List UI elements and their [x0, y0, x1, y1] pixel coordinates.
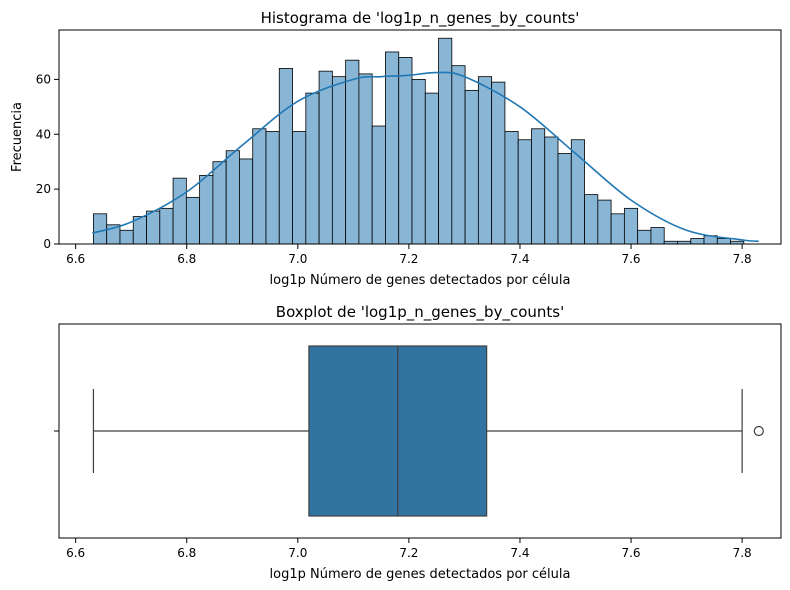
histogram-y-tick-label: 60	[36, 72, 51, 86]
histogram-bar	[199, 175, 214, 245]
histogram-y-tick-label: 20	[36, 182, 51, 196]
histogram-bar	[637, 229, 652, 245]
boxplot-x-tick-label: 7.4	[510, 546, 529, 560]
histogram-bar	[623, 207, 639, 245]
histogram-bar	[398, 57, 413, 245]
boxplot-x-ticks: 6.6 6.8 7.0 7.2 7.4 7.6 7.8	[66, 538, 752, 560]
histogram-bar	[438, 37, 453, 245]
boxplot-title: Boxplot de 'log1p_n_genes_by_counts'	[276, 303, 564, 322]
histogram-bar	[557, 153, 572, 245]
histogram-bar	[146, 210, 161, 245]
boxplot-chart: Boxplot de 'log1p_n_genes_by_counts' 6.6…	[54, 303, 782, 582]
histogram-x-tick-label: 6.8	[177, 252, 196, 266]
histogram-x-tick-label: 7.4	[510, 252, 529, 266]
histogram-bar	[265, 131, 280, 245]
boxplot-x-axis-label: log1p Número de genes detectados por cél…	[270, 567, 571, 582]
histogram-bar	[504, 131, 519, 245]
histogram-bar	[159, 207, 174, 245]
histogram-bar	[610, 213, 625, 245]
histogram-bar	[292, 131, 307, 245]
histogram-bar	[716, 238, 731, 245]
boxplot-elements	[92, 345, 764, 517]
histogram-bar	[371, 125, 386, 245]
histogram-bar	[531, 128, 546, 245]
histogram-x-tick-label: 7.8	[733, 252, 752, 266]
histogram-bar	[385, 51, 400, 245]
histogram-x-tick-label: 6.6	[66, 252, 85, 266]
histogram-chart: Histograma de 'log1p_n_genes_by_counts' …	[10, 9, 782, 288]
boxplot-x-tick-label: 6.6	[66, 546, 85, 560]
boxplot-x-tick-label: 7.8	[733, 546, 752, 560]
histogram-x-tick-label: 7.0	[288, 252, 307, 266]
histogram-bar	[225, 150, 240, 245]
histogram-y-axis-label: Frecuencia	[10, 102, 25, 172]
histogram-bar	[212, 161, 227, 245]
histogram-y-tick-label: 40	[36, 127, 51, 141]
histogram-bar	[584, 194, 599, 245]
histogram-bar	[119, 229, 134, 245]
histogram-x-tick-label: 7.6	[621, 252, 640, 266]
histogram-bar	[544, 136, 559, 245]
histogram-bar	[491, 81, 506, 245]
histogram-bar	[358, 73, 373, 245]
histogram-bar	[477, 76, 493, 245]
histogram-bar	[451, 65, 466, 245]
histogram-y-ticks: 0 20 40 60	[36, 72, 59, 251]
histogram-bar	[239, 158, 254, 245]
histogram-kde-line	[92, 71, 759, 243]
histogram-bar	[424, 92, 439, 245]
histogram-bar	[331, 76, 347, 245]
histogram-bar	[597, 199, 612, 245]
histogram-bar	[278, 68, 293, 245]
histogram-bar	[650, 227, 665, 245]
histogram-bar	[185, 196, 201, 245]
histogram-bar	[411, 78, 426, 245]
boxplot-x-tick-label: 7.0	[288, 546, 307, 560]
histogram-bar	[305, 92, 320, 245]
histogram-bar	[517, 139, 532, 245]
histogram-x-ticks: 6.6 6.8 7.0 7.2 7.4 7.6 7.8	[66, 244, 752, 266]
histogram-bar	[252, 128, 267, 245]
boxplot-x-tick-label: 7.2	[399, 546, 418, 560]
histogram-bar	[464, 89, 479, 245]
boxplot-x-tick-label: 6.8	[177, 546, 196, 560]
histogram-x-axis-label: log1p Número de genes detectados por cél…	[270, 273, 571, 288]
histogram-bars	[93, 37, 745, 245]
histogram-bar	[345, 59, 360, 245]
boxplot-outlier	[753, 425, 764, 437]
histogram-bar	[318, 70, 333, 245]
histogram-bar	[172, 177, 187, 245]
histogram-bar	[690, 238, 705, 245]
boxplot-x-tick-label: 7.6	[621, 546, 640, 560]
histogram-bar	[93, 213, 108, 245]
histogram-x-tick-label: 7.2	[399, 252, 418, 266]
histogram-plot-frame	[58, 29, 782, 245]
histogram-title: Histograma de 'log1p_n_genes_by_counts'	[261, 9, 580, 28]
histogram-y-tick-label: 0	[43, 237, 51, 251]
